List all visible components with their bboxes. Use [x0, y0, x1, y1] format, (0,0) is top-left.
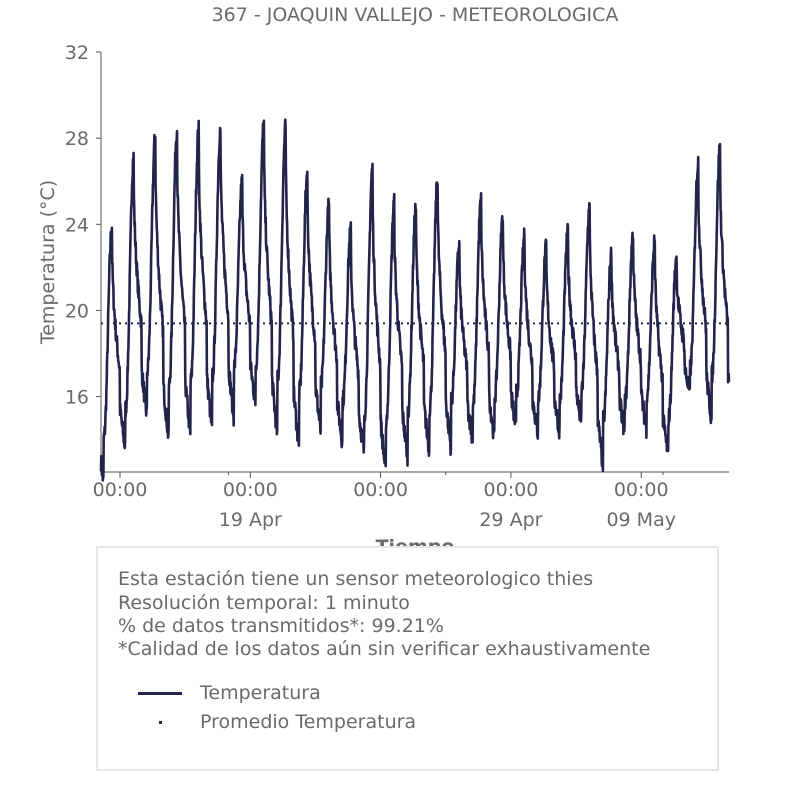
info-resolution-text: Resolución temporal: 1 minuto [118, 592, 410, 614]
info-box: Esta estación tiene un sensor meteorolog… [96, 546, 719, 771]
info-transmitted-text: % de datos transmitidos*: 99.21% [118, 615, 444, 637]
x-tick-date-label: 29 Apr [479, 509, 542, 531]
x-tick-time-label: 00:00 [614, 479, 669, 501]
y-tick-label: 24 [65, 214, 89, 236]
x-tick-time-label: 00:00 [484, 479, 539, 501]
chart-title: 367 - JOAQUIN VALLEJO - METEOROLOGICA [212, 4, 619, 26]
legend-dot-swatch [138, 710, 184, 734]
legend-item-temperatura: Temperatura [138, 681, 321, 705]
series-group [99, 118, 731, 482]
y-axis-label: Temperatura (°C) [37, 180, 59, 345]
x-tick-date-label: 09 May [606, 509, 676, 531]
y-ticks: 16 20 24 28 32 [65, 42, 101, 409]
y-tick-label: 32 [65, 42, 89, 64]
legend-label-temperatura: Temperatura [200, 682, 321, 704]
info-sensor-text: Esta estación tiene un sensor meteorolog… [118, 568, 594, 590]
x-tick-time-label: 00:00 [93, 479, 148, 501]
x-tick-time-label: 00:00 [353, 479, 408, 501]
legend-line-swatch [138, 681, 184, 705]
x-ticks: 00:00 00:00 19 Apr 00:00 00:00 29 Apr 00:00 09 … [93, 472, 676, 531]
x-tick-time-label: 00:00 [223, 479, 278, 501]
series-line-temperatura [99, 118, 731, 482]
y-tick-label: 16 [65, 387, 89, 409]
legend-label-promedio: Promedio Temperatura [200, 711, 417, 733]
x-tick-date-label: 19 Apr [219, 509, 282, 531]
info-quality-text: *Calidad de los datos aún sin verificar … [118, 638, 651, 660]
legend-item-promedio: Promedio Temperatura [138, 710, 416, 734]
y-tick-label: 20 [65, 300, 89, 322]
y-tick-label: 28 [65, 128, 89, 150]
